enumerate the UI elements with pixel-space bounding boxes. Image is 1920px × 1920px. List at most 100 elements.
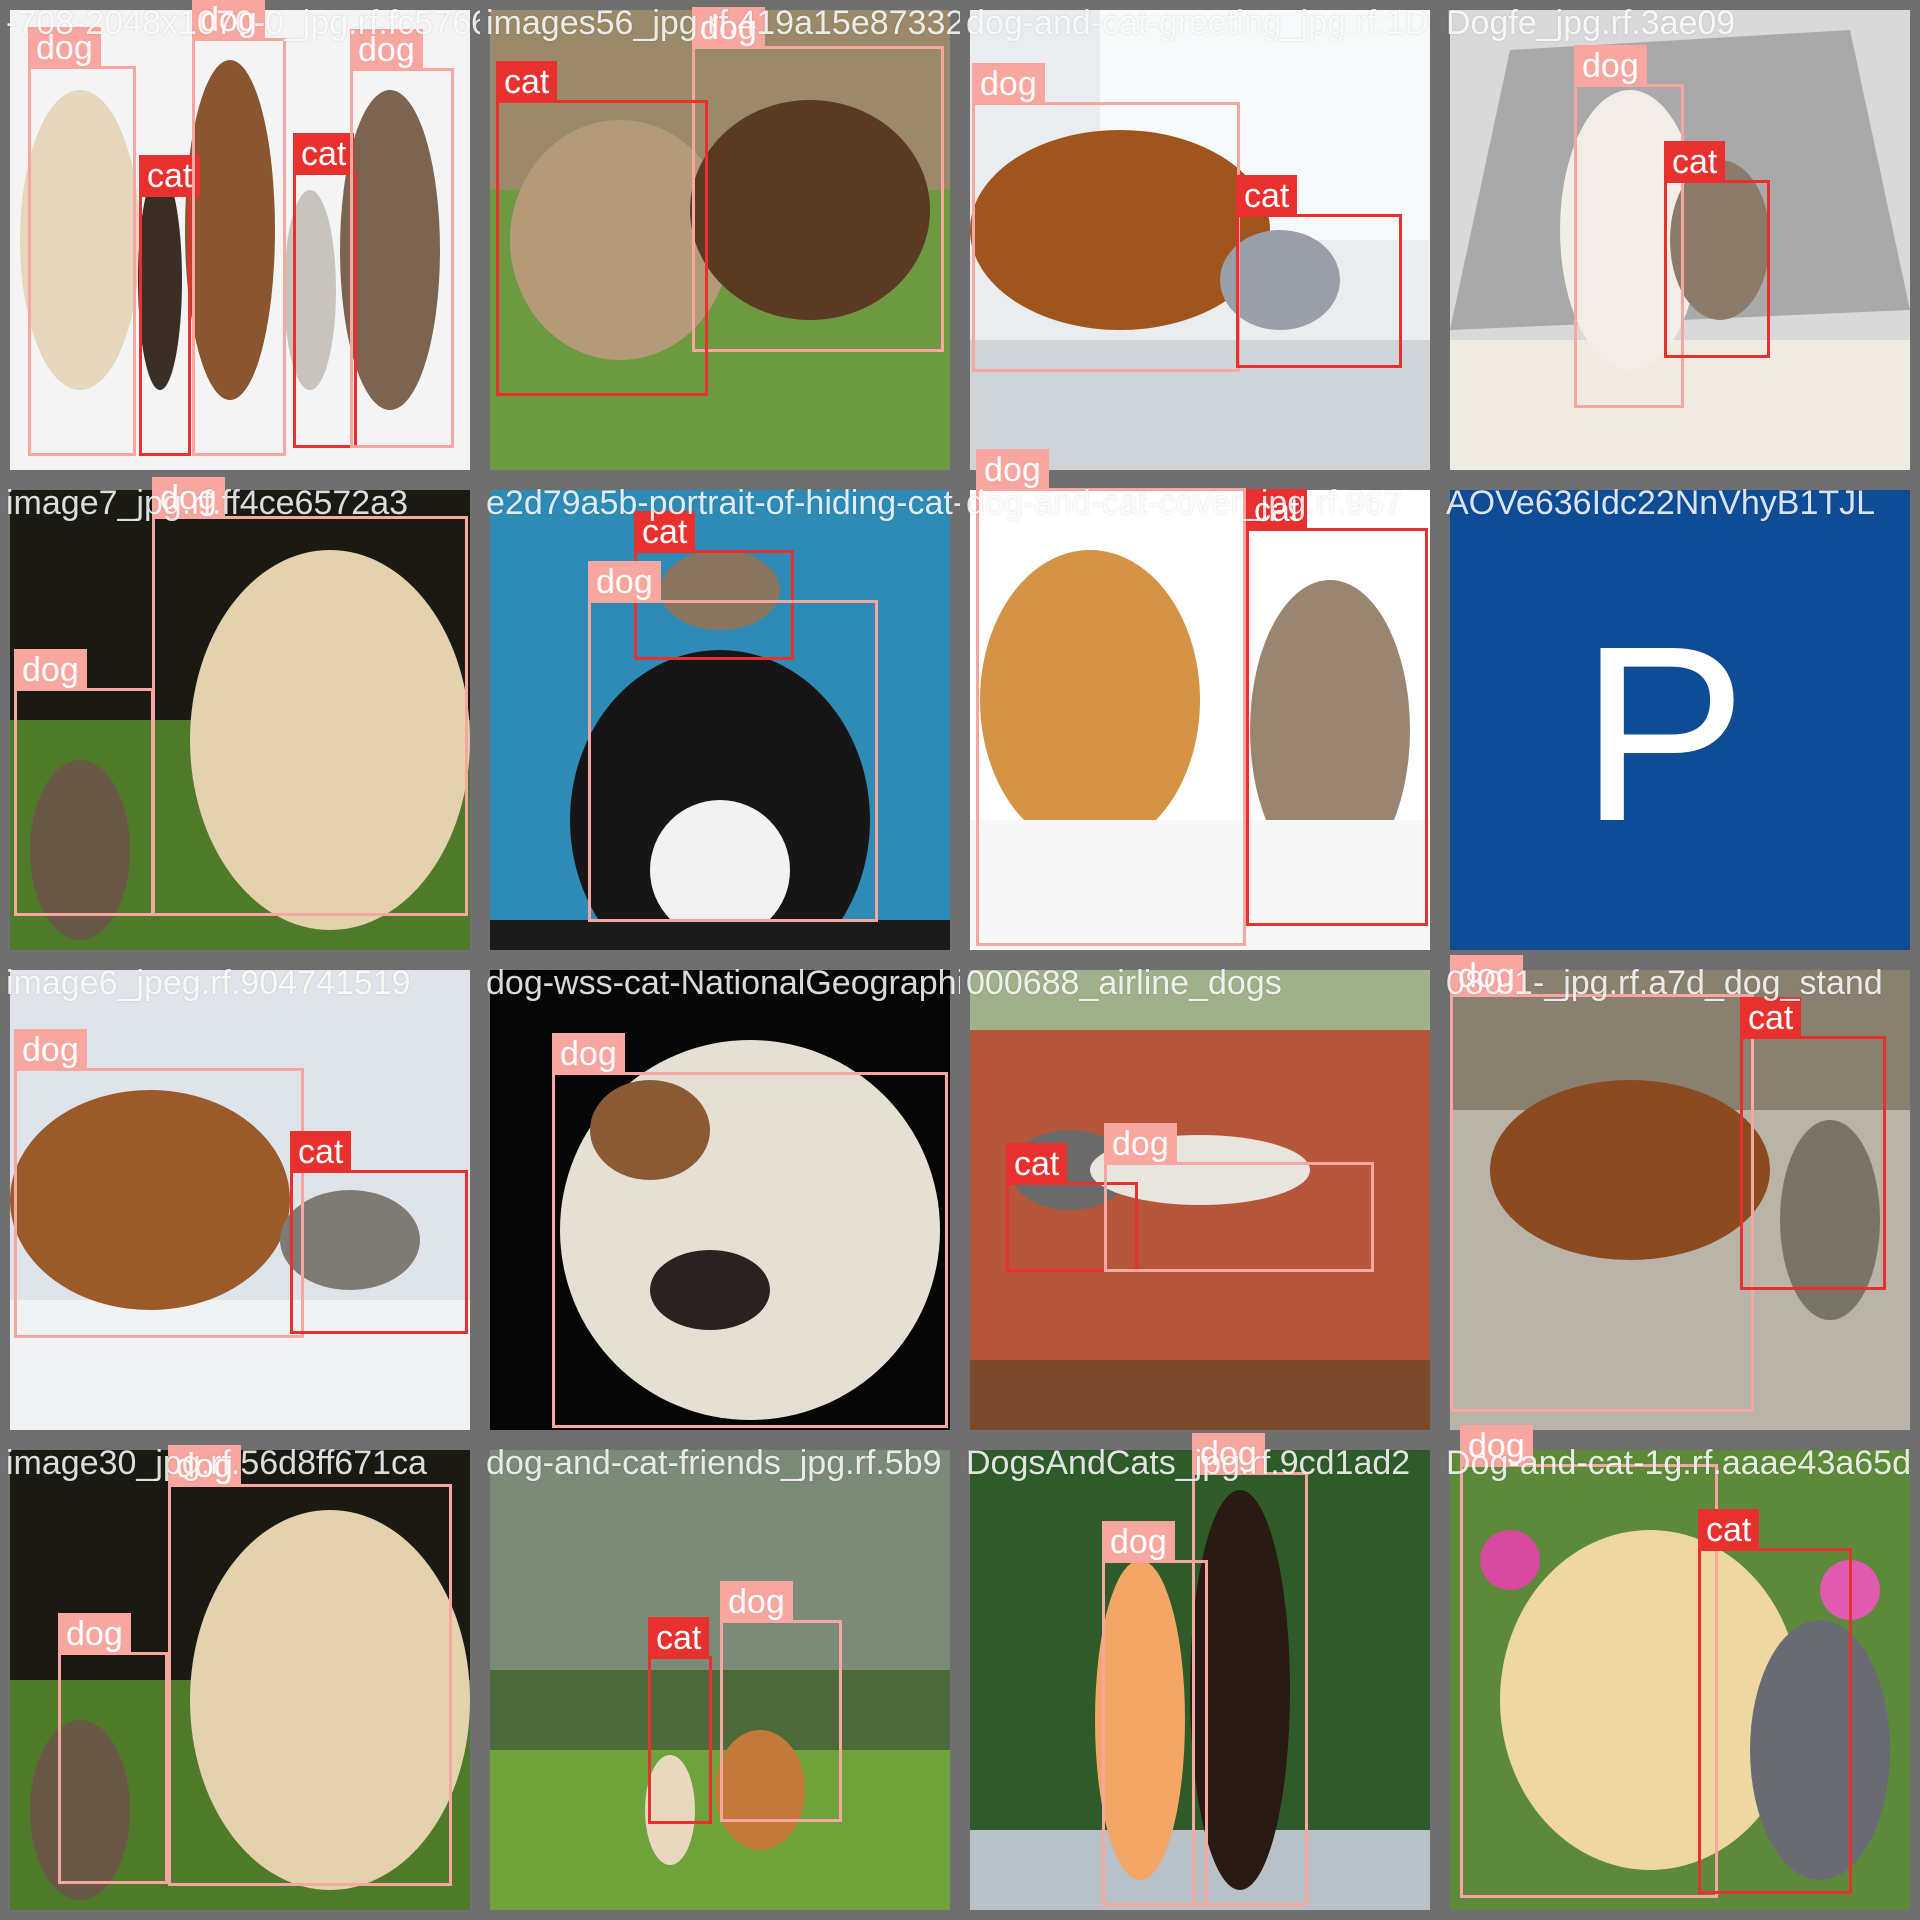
class-label: cat xyxy=(290,1131,352,1173)
photo xyxy=(1450,1450,1910,1910)
class-label: dog xyxy=(350,29,423,71)
filename-label: Dogfe_jpg.rf.3ae09 xyxy=(1446,4,1736,42)
image-tile: Dogfe_jpg.rf.3ae09 xyxy=(1440,0,1920,480)
bounding-box-dog: dog xyxy=(28,27,136,456)
class-label: cat xyxy=(1006,1143,1068,1185)
bounding-box-dog: dog xyxy=(976,449,1246,946)
class-label: cat xyxy=(293,133,355,175)
bounding-box-cat: cat xyxy=(634,511,794,660)
class-label: cat xyxy=(139,155,201,197)
class-label: dog xyxy=(976,449,1049,491)
photo: P xyxy=(1450,490,1910,950)
bounding-box-dog: dog xyxy=(168,1445,452,1886)
photo xyxy=(490,970,950,1430)
bounding-box-dog: dog xyxy=(152,477,468,916)
bounding-box-cat: cat xyxy=(648,1617,712,1824)
image-tile: Dog-and-cat-1g.rf.aaae43a65d xyxy=(1440,1440,1920,1920)
bounding-box-dog: dog xyxy=(14,1029,304,1338)
bounding-box-dog: dog xyxy=(58,1613,168,1884)
image-tile: dog-and-cat-cover_jpg.rf.967 xyxy=(960,480,1440,960)
class-label: cat xyxy=(634,511,696,553)
class-label: dog xyxy=(692,7,765,49)
bounding-box-cat: cat xyxy=(139,155,201,456)
bounding-box-dog: dog xyxy=(1574,45,1684,408)
bounding-box-cat: cat xyxy=(293,133,357,448)
bounding-box-dog: dog xyxy=(1450,955,1754,1412)
image-tile: image6_jpeg.rf.904741519 xyxy=(0,960,480,1440)
filename-label: image7_jpg.rf.ff4ce6572a3 xyxy=(6,484,409,522)
filename-label: AOVe636Idc22NnVhyB1TJL xyxy=(1446,484,1876,522)
class-label: dog xyxy=(152,477,225,519)
filename-label: DogsAndCats_jpg.rf.9cd1ad2 xyxy=(966,1444,1411,1482)
class-label: cat xyxy=(1664,141,1726,183)
bounding-box-dog: dog xyxy=(588,561,878,922)
class-label: cat xyxy=(1236,175,1298,217)
photo xyxy=(490,1450,950,1910)
bounding-box-dog: dog xyxy=(192,0,286,456)
class-label: dog xyxy=(192,0,265,41)
svg-text:P: P xyxy=(1580,594,1747,873)
bounding-box-dog: dog xyxy=(1192,1433,1308,1906)
filename-label: dog-and-cat-greeting_jpg.rf.1D xyxy=(966,4,1430,42)
image-tile: e2d79a5b-portrait-of-hiding-cat-behind xyxy=(480,480,960,960)
class-label: dog xyxy=(168,1445,241,1487)
bounding-box-dog: dog xyxy=(692,7,944,352)
class-label: dog xyxy=(552,1033,625,1075)
class-label: dog xyxy=(14,649,87,691)
class-label: dog xyxy=(58,1613,131,1655)
class-label: dog xyxy=(1104,1123,1177,1165)
filename-label: 000688_airline_dogs xyxy=(966,964,1282,1002)
class-label: dog xyxy=(1450,955,1523,997)
class-label: cat xyxy=(1246,489,1308,531)
class-label: dog xyxy=(1574,45,1647,87)
filename-label: images56_jpg.rf.419a15e87332-0f0 xyxy=(486,4,960,42)
image-tile: DogsAndCats_jpg.rf.9cd1ad2 xyxy=(960,1440,1440,1920)
bounding-box-dog: dog xyxy=(720,1581,842,1822)
class-label: dog xyxy=(588,561,661,603)
filename-label: image6_jpeg.rf.904741519 xyxy=(6,964,411,1002)
class-label: cat xyxy=(1698,1509,1760,1551)
photo xyxy=(970,490,1430,950)
bounding-box-dog: dog xyxy=(972,63,1240,372)
bounding-box-dog: dog xyxy=(1102,1521,1208,1906)
bounding-box-dog: dog xyxy=(552,1033,948,1428)
bounding-box-cat: cat xyxy=(1664,141,1770,358)
class-label: dog xyxy=(1102,1521,1175,1563)
class-label: cat xyxy=(496,61,558,103)
class-label: dog xyxy=(720,1581,793,1623)
image-tile: image7_jpg.rf.ff4ce6572a3 xyxy=(0,480,480,960)
class-label: dog xyxy=(1192,1433,1265,1475)
image-tile: dog-and-cat-greeting_jpg.rf.1D xyxy=(960,0,1440,480)
bounding-box-cat: cat xyxy=(1006,1143,1138,1272)
bounding-box-cat: cat xyxy=(496,61,708,396)
photo xyxy=(1450,970,1910,1430)
photo xyxy=(1450,10,1910,470)
photo xyxy=(970,10,1430,470)
photo xyxy=(10,1450,470,1910)
class-label: cat xyxy=(648,1617,710,1659)
bounding-box-dog: dog xyxy=(1104,1123,1374,1272)
filename-label: dog-and-cat-cover_jpg.rf.967 xyxy=(966,484,1403,522)
photo xyxy=(970,1450,1430,1910)
image-tile: 080-1-_jpg.rf.a7d_dog_stand xyxy=(1440,960,1920,1440)
image-tile: -708-2048x1070-0_jpg.rf.fc5766420563 xyxy=(0,0,480,480)
photo xyxy=(490,490,950,950)
bounding-box-cat: cat xyxy=(290,1131,468,1334)
bounding-box-cat: cat xyxy=(1698,1509,1852,1894)
filename-label: dog-and-cat-friends_jpg.rf.5b9 xyxy=(486,1444,942,1482)
image-tile: 000688_airline_dogs xyxy=(960,960,1440,1440)
image-tile: image30_jpg.rf.56d8ff671ca xyxy=(0,1440,480,1920)
filename-label: -708-2048x1070-0_jpg.rf.fc5766420563 xyxy=(6,4,480,42)
bounding-box-dog: dog xyxy=(14,649,154,916)
bounding-box-dog: dog xyxy=(1460,1425,1718,1898)
bounding-box-cat: cat xyxy=(1246,489,1428,926)
image-tile: P AOVe636Idc22NnVhyB1TJL xyxy=(1440,480,1920,960)
bounding-box-cat: cat xyxy=(1740,997,1886,1290)
bounding-box-cat: cat xyxy=(1236,175,1402,368)
class-label: dog xyxy=(1460,1425,1533,1467)
filename-label: dog-wss-cat-NationalGeographic xyxy=(486,964,960,1002)
photo xyxy=(10,10,470,470)
filename-label: e2d79a5b-portrait-of-hiding-cat-behind xyxy=(486,484,960,522)
filename-label: Dog-and-cat-1g.rf.aaae43a65d xyxy=(1446,1444,1911,1482)
